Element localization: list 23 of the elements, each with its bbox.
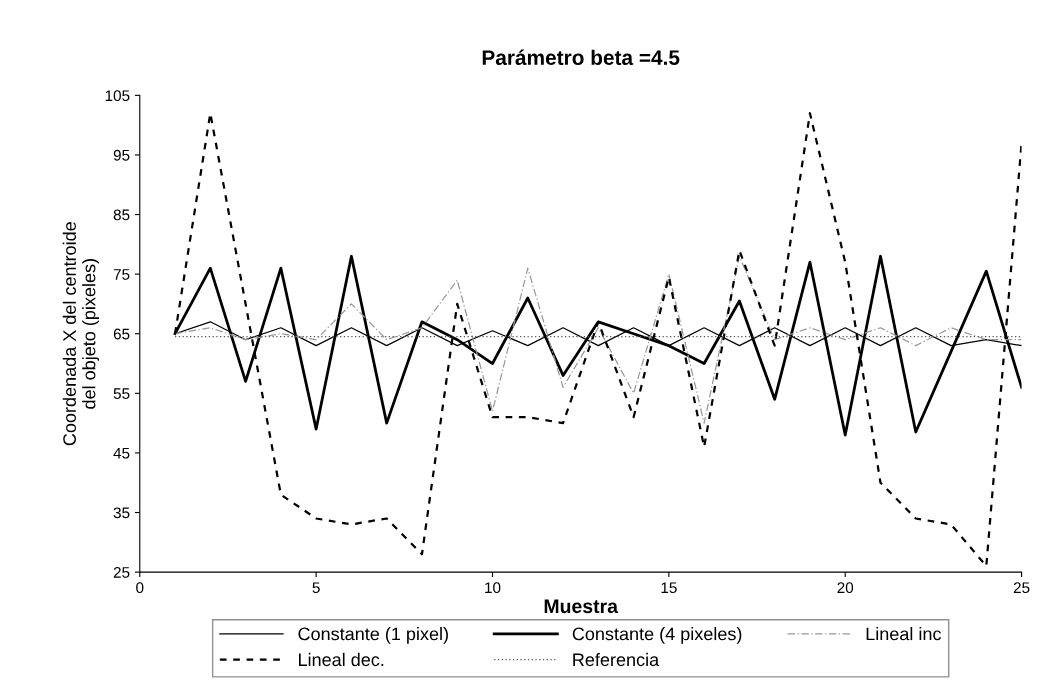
x-tick-label: 15	[661, 582, 677, 594]
y-tick-label: 45	[113, 447, 130, 459]
legend-label: Constante (1 pixel)	[298, 627, 448, 644]
x-tick-label: 20	[837, 582, 854, 594]
chart-title: Parámetro beta =4.5	[482, 49, 680, 65]
x-tick-label: 25	[1013, 582, 1030, 594]
x-tick-label: 10	[485, 582, 501, 594]
legend-label: Lineal dec.	[298, 652, 384, 667]
y-tick-label: 75	[113, 269, 130, 280]
x-tick-label: 5	[312, 582, 320, 594]
y-tick-label: 25	[113, 566, 130, 578]
x-axis-title: Muestra	[544, 599, 619, 614]
legend-label: Referencia	[573, 652, 660, 667]
x-tick-label: 0	[136, 582, 144, 594]
y-tick-label: 35	[113, 507, 130, 519]
y-tick-label: 55	[113, 388, 130, 400]
y-tick-label: 85	[113, 209, 130, 221]
y-axis-title: Coordenada X del centroide del objeto (pixeles)	[62, 222, 100, 446]
legend-label: Lineal inc	[866, 627, 942, 641]
y-tick-label: 105	[105, 90, 130, 102]
y-tick-label: 95	[113, 149, 130, 161]
legend-label: Constante (4 pixeles)	[572, 627, 742, 644]
y-tick-label: 65	[113, 328, 130, 340]
